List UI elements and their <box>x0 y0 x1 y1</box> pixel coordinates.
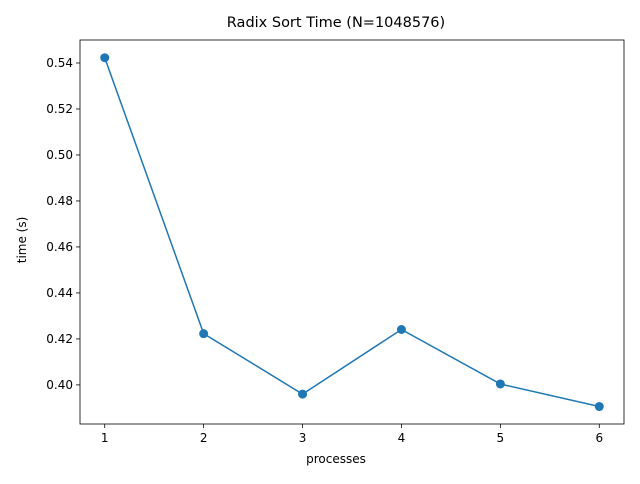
data-point <box>495 379 505 389</box>
x-tick-label: 6 <box>595 431 603 445</box>
y-tick-label: 0.44 <box>46 286 73 300</box>
y-tick-label: 0.46 <box>46 240 73 254</box>
x-tick-label: 4 <box>398 431 406 445</box>
y-tick-label: 0.48 <box>46 194 73 208</box>
y-tick-label: 0.54 <box>46 56 73 70</box>
x-tick-label: 5 <box>497 431 505 445</box>
data-point <box>199 329 209 339</box>
y-tick-label: 0.42 <box>46 332 73 346</box>
plot-frame <box>79 39 625 425</box>
x-axis-label: processes <box>306 452 366 466</box>
x-tick-label: 3 <box>299 431 307 445</box>
series-line <box>104 57 600 408</box>
series-group <box>100 53 604 412</box>
y-tick-label: 0.52 <box>46 102 73 116</box>
data-point <box>100 53 110 63</box>
x-tick-label: 2 <box>200 431 208 445</box>
y-tick-label: 0.50 <box>46 148 73 162</box>
y-tick-label: 0.40 <box>46 378 73 392</box>
x-tick-label: 1 <box>101 431 109 445</box>
y-axis-label: time (s) <box>15 217 29 264</box>
chart-title: Radix Sort Time (N=1048576) <box>227 15 445 31</box>
data-point <box>396 324 406 334</box>
data-point <box>298 389 308 399</box>
axes: 1 2 3 4 5 6 0.40 0.42 0.44 0.46 0.48 0.50 0.52 0.54 <box>46 39 625 445</box>
data-point <box>594 402 604 412</box>
